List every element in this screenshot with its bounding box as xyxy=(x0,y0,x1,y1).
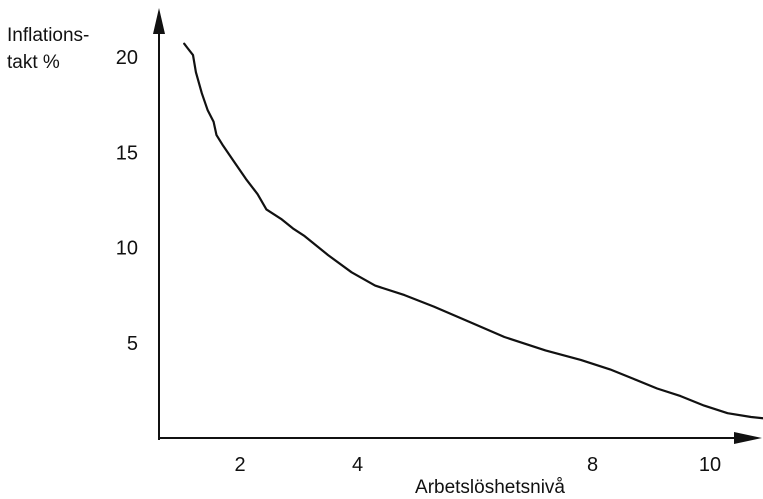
y-tick-label-15: 15 xyxy=(116,142,138,164)
x-tick-label-10: 10 xyxy=(699,454,721,476)
x-axis-arrow-icon xyxy=(734,432,762,444)
x-tick-label-4: 4 xyxy=(352,454,363,476)
x-tick-label-8: 8 xyxy=(587,454,598,476)
x-axis-label: Arbetslöshetsnivå xyxy=(415,477,565,498)
y-axis-arrow-icon xyxy=(153,8,165,34)
inflation-unemployment-curve xyxy=(183,42,763,420)
x-tick-label-2: 2 xyxy=(234,454,245,476)
tick-label-group: 51015202481012 xyxy=(116,47,721,476)
y-axis-label-line-2: takt % xyxy=(7,52,60,73)
y-tick-label-10: 10 xyxy=(116,238,138,260)
y-tick-label-20: 20 xyxy=(116,47,138,69)
y-axis-label-line-1: Inflations- xyxy=(7,25,89,46)
y-tick-label-5: 5 xyxy=(127,333,138,355)
